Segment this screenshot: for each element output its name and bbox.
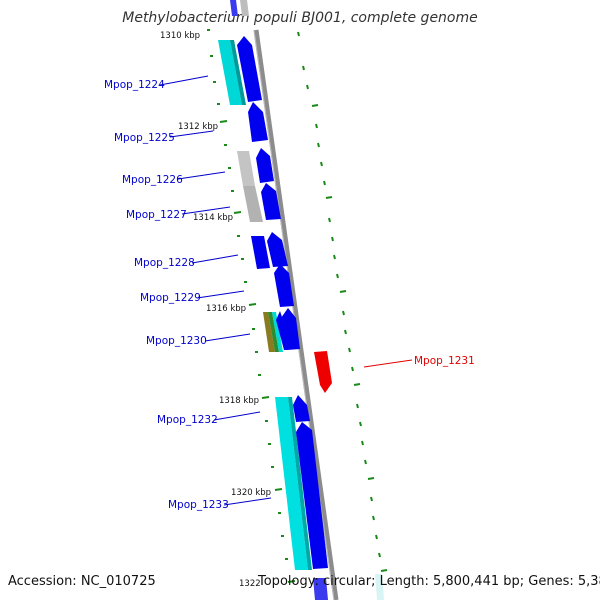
genome-summary: Topology: circular; Length: 5,800,441 bp… (258, 574, 600, 589)
cds-feature (261, 183, 281, 220)
map-title: Methylobacterium populi BJ001, complete … (122, 10, 478, 26)
cds-feature-partial-bottom (375, 574, 384, 600)
outer-ruler (297, 31, 388, 572)
gene-label: Mpop_1231 (414, 355, 475, 367)
tick-label: 1320 kbp (231, 488, 271, 498)
genome-backbone (253, 29, 339, 600)
cog-feature (263, 312, 275, 352)
cds-feature (251, 236, 270, 269)
cds-feature (274, 264, 294, 307)
cds-feature (281, 308, 300, 350)
cog-feature (272, 312, 283, 352)
gene-label: Mpop_1228 (134, 257, 195, 269)
tick-label: 1316 kbp (206, 304, 246, 314)
cds-feature (276, 311, 288, 350)
cog-feature (268, 312, 279, 352)
cog-feature (218, 40, 242, 105)
gene-label: Mpop_1232 (157, 414, 218, 426)
cds-feature (267, 232, 288, 267)
gene-label: Mpop_1226 (122, 174, 183, 186)
leader-line-reverse (363, 359, 413, 368)
gene-label: Mpop_1233 (168, 499, 229, 511)
cds-feature-partial-bottom (313, 578, 328, 600)
tick-label: 1314 kbp (193, 213, 233, 223)
cog-feature (275, 397, 308, 570)
cds-feature-partial-top (230, 0, 238, 16)
cog-feature-shadow (288, 397, 312, 570)
cog-feature (243, 186, 263, 222)
tick-label: 1310 kbp (160, 31, 200, 41)
tick-labels: 1310 kbp 1312 kbp 1314 kbp 1316 kbp 1318… (160, 31, 271, 589)
cds-feature (296, 422, 328, 569)
cds-feature (256, 148, 274, 183)
accession-label: Accession: NC_010725 (8, 574, 156, 589)
leader-lines (159, 75, 272, 506)
cds-feature (237, 36, 262, 102)
gene-labels: Mpop_1224 Mpop_1225 Mpop_1226 Mpop_1227 … (104, 79, 475, 511)
tick-label: 1322 (239, 579, 261, 589)
cog-feature-shadow (230, 40, 246, 105)
cds-feature-partial-top (240, 0, 249, 16)
gene-label: Mpop_1229 (140, 292, 201, 304)
cds-feature (248, 102, 268, 142)
cog-feature (237, 151, 255, 186)
tick-label: 1318 kbp (219, 396, 259, 406)
reverse-cds-feature (314, 351, 332, 393)
inner-ruler (207, 29, 296, 583)
gene-label: Mpop_1225 (114, 132, 175, 144)
gene-label: Mpop_1230 (146, 335, 207, 347)
tick-label: 1312 kbp (178, 122, 218, 132)
gene-label: Mpop_1227 (126, 209, 187, 221)
cds-feature (293, 395, 310, 422)
gene-label: Mpop_1224 (104, 79, 165, 91)
